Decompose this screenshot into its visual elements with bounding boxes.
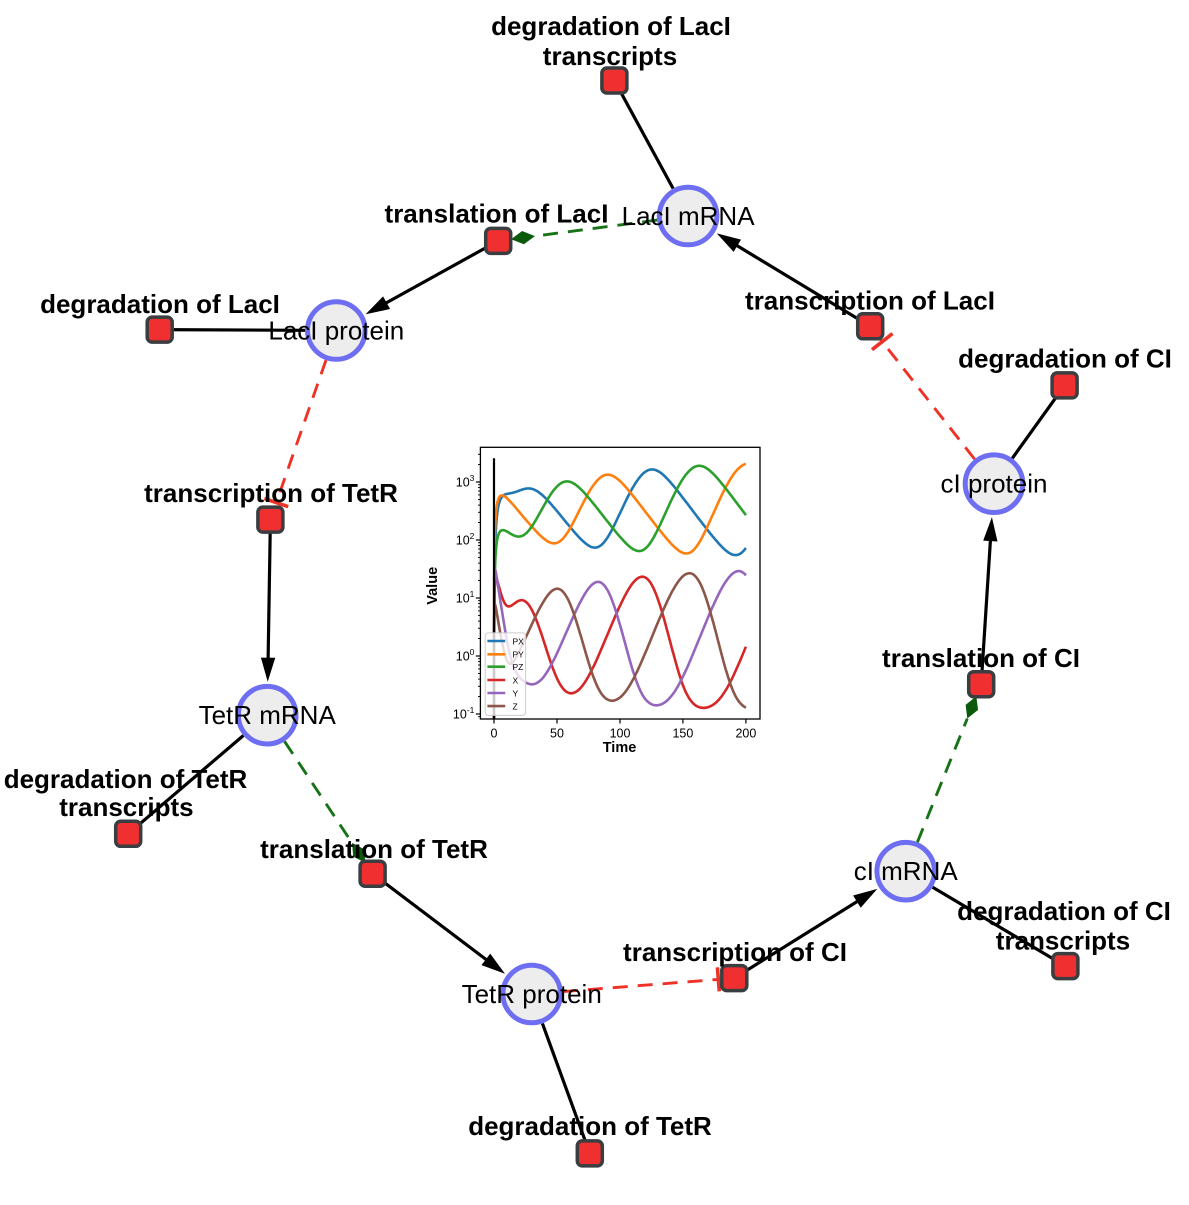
svg-text:200: 200: [735, 727, 756, 741]
svg-text:degradation of CI: degradation of CI: [958, 344, 1172, 374]
svg-text:degradation of LacI: degradation of LacI: [40, 289, 280, 319]
svg-text:Value: Value: [425, 567, 441, 605]
svg-text:cI protein: cI protein: [941, 469, 1048, 499]
svg-text:cI mRNA: cI mRNA: [854, 856, 959, 886]
svg-text:degradation of TetR: degradation of TetR: [4, 764, 248, 794]
svg-text:transcripts: transcripts: [59, 792, 193, 822]
svg-text:transcripts: transcripts: [543, 41, 677, 71]
svg-text:Time: Time: [603, 740, 637, 756]
svg-text:degradation of CI: degradation of CI: [957, 896, 1171, 926]
svg-text:LacI protein: LacI protein: [268, 316, 404, 346]
svg-text:TetR mRNA: TetR mRNA: [199, 700, 337, 730]
svg-text:transcription of TetR: transcription of TetR: [144, 478, 398, 508]
svg-text:transcription of CI: transcription of CI: [623, 937, 847, 967]
svg-text:translation of LacI: translation of LacI: [385, 199, 609, 229]
svg-text:transcripts: transcripts: [996, 925, 1130, 955]
svg-text:PZ: PZ: [513, 662, 524, 672]
svg-text:degradation of TetR: degradation of TetR: [468, 1111, 712, 1141]
svg-text:translation of CI: translation of CI: [882, 643, 1080, 673]
svg-text:X: X: [513, 675, 519, 685]
svg-text:Z: Z: [513, 702, 518, 712]
svg-text:degradation of LacI: degradation of LacI: [491, 11, 731, 41]
svg-text:transcription of LacI: transcription of LacI: [745, 286, 995, 316]
svg-text:150: 150: [672, 727, 693, 741]
svg-text:translation of TetR: translation of TetR: [260, 834, 488, 864]
svg-text:50: 50: [550, 727, 564, 741]
svg-text:PY: PY: [513, 650, 525, 660]
svg-text:TetR protein: TetR protein: [462, 979, 602, 1009]
svg-text:100: 100: [610, 727, 631, 741]
svg-text:Y: Y: [513, 688, 519, 698]
svg-text:0: 0: [491, 727, 498, 741]
svg-text:PX: PX: [513, 636, 525, 646]
svg-text:LacI mRNA: LacI mRNA: [622, 201, 756, 231]
